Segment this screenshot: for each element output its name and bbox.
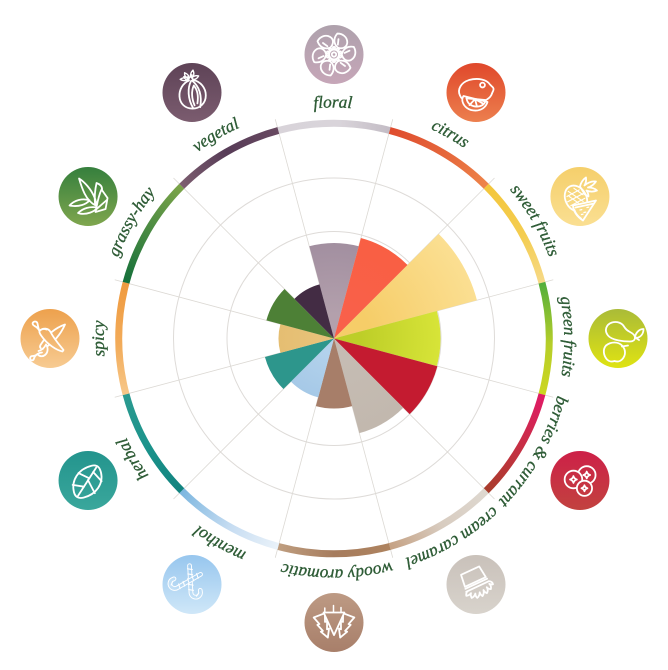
svg-text:floral: floral — [313, 92, 354, 112]
svg-text:green fruits: green fruits — [556, 295, 579, 379]
svg-text:spicy: spicy — [89, 320, 109, 358]
svg-text:woody aromatic: woody aromatic — [279, 558, 396, 584]
